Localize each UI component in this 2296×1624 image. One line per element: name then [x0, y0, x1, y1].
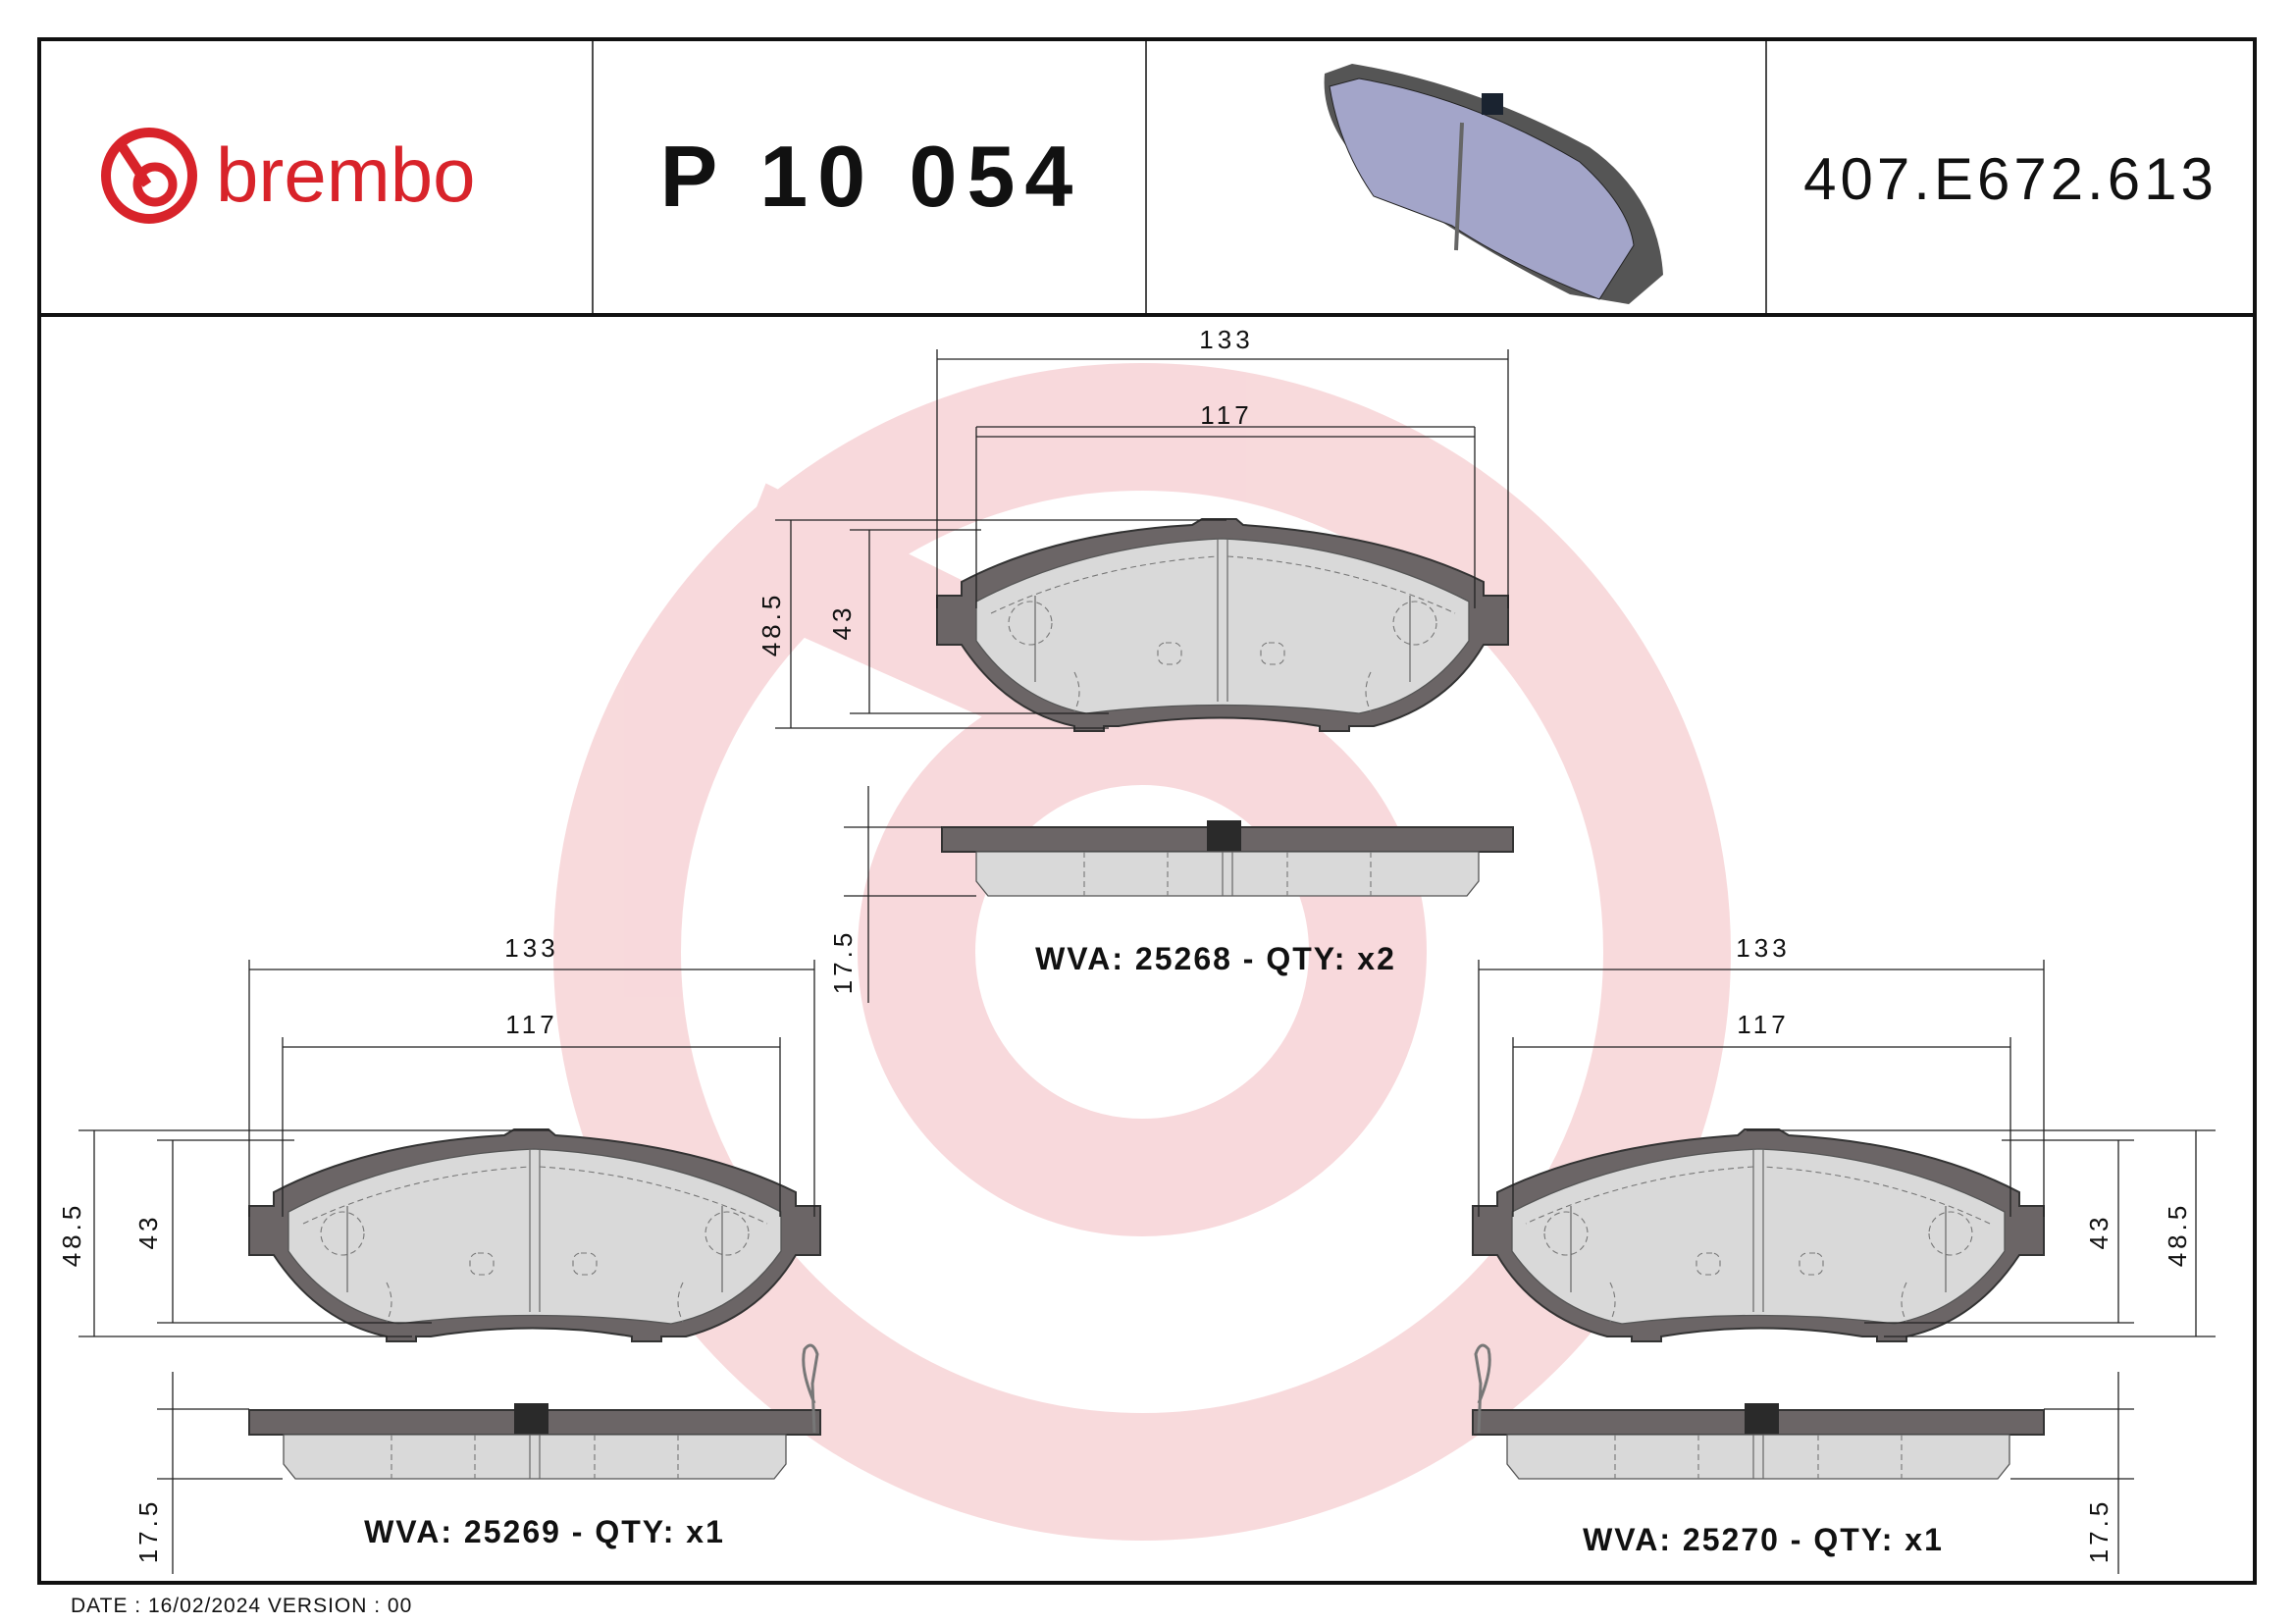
dim-lining-height: 43 — [2084, 1214, 2113, 1250]
pad-drawing-top: 133 117 48.5 43 17.5 WVA: 25268 - QTY: x… — [757, 325, 1514, 1003]
dim-overall-width: 133 — [1736, 933, 1790, 963]
dim-overall-width: 133 — [1199, 325, 1253, 354]
dim-lining-width: 117 — [1737, 1010, 1789, 1039]
dim-overall-height: 48.5 — [57, 1202, 86, 1268]
brembo-logo-mark — [101, 128, 197, 224]
dim-overall-width: 133 — [504, 933, 558, 963]
wva-label: WVA: 25269 - QTY: x1 — [364, 1514, 725, 1549]
brake-pad-3d-render — [1324, 64, 1663, 304]
dim-thickness: 17.5 — [2084, 1498, 2113, 1564]
dim-lining-width: 117 — [505, 1010, 557, 1039]
pad-drawing-bottom-right: 133 117 48.5 43 17.5 WVA: 25270 - QTY: x… — [1472, 933, 2216, 1574]
sheet-frame — [37, 37, 2257, 1585]
part-number: P 10 054 — [660, 128, 1083, 225]
dim-thickness: 17.5 — [828, 929, 858, 995]
dim-lining-height: 43 — [133, 1214, 163, 1250]
brand-wordmark: brembo — [216, 131, 475, 218]
wva-label: WVA: 25268 - QTY: x2 — [1035, 941, 1396, 976]
pad-drawing-bottom-left: 133 117 48.5 43 17.5 WVA: 25269 - QTY: x… — [57, 933, 821, 1574]
brembo-logo: brembo — [101, 128, 475, 224]
dim-thickness: 17.5 — [133, 1498, 163, 1564]
dim-lining-height: 43 — [827, 604, 857, 641]
dim-overall-height: 48.5 — [757, 592, 786, 657]
dim-lining-width: 117 — [1200, 400, 1252, 430]
dim-overall-height: 48.5 — [2163, 1202, 2192, 1268]
reference-code: 407.E672.613 — [1803, 146, 2218, 212]
wva-label: WVA: 25270 - QTY: x1 — [1583, 1522, 1944, 1557]
date-version: DATE : 16/02/2024 VERSION : 00 — [71, 1595, 412, 1617]
